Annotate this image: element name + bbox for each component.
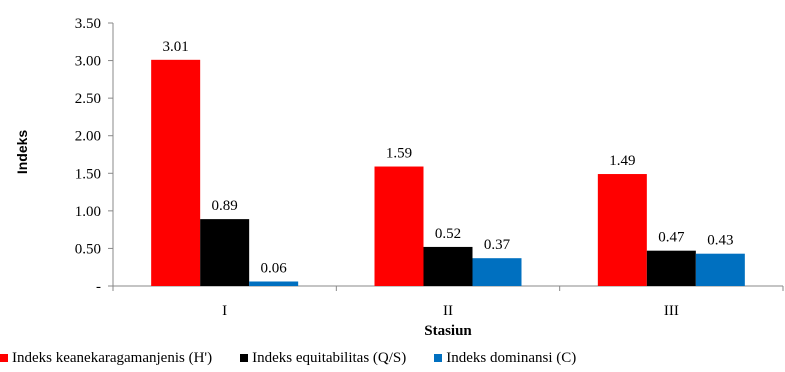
bar: [646, 250, 696, 286]
x-axis-title: Stasiun: [424, 323, 472, 339]
data-label: 0.47: [658, 230, 685, 246]
y-tick-label: 3.00: [75, 54, 101, 70]
data-label: 1.59: [386, 146, 412, 162]
y-tick-label: 3.50: [75, 16, 101, 32]
legend-item: Indeks equitabilitas (Q/S): [240, 350, 406, 367]
bar: [151, 59, 201, 286]
data-label: 0.89: [212, 198, 238, 214]
y-tick-label: -: [96, 279, 101, 295]
data-label: 0.52: [435, 226, 461, 242]
y-tick-label: 1.50: [75, 166, 101, 182]
legend-label: Indeks keanekaragamanjenis (H'): [12, 349, 213, 366]
y-tick-label: 2.50: [75, 91, 101, 107]
y-tick-label: 0.50: [75, 241, 101, 257]
y-tick-label: 1.00: [75, 204, 101, 220]
x-tick-label: I: [222, 303, 227, 319]
bar-chart: Indeks Stasiun - 0.50 1.00 1.50 2.00 2.50 3.00…: [14, 16, 784, 339]
data-label: 0.06: [261, 260, 288, 276]
x-tick-label: II: [443, 303, 453, 319]
legend-item: Indeks dominansi (C): [434, 350, 576, 367]
legend-swatch: [0, 354, 8, 362]
bar: [472, 258, 522, 286]
bar: [249, 281, 299, 286]
bar: [200, 219, 250, 286]
data-label: 1.49: [609, 153, 635, 169]
bar: [695, 253, 745, 286]
y-tick-label: 2.00: [75, 129, 101, 145]
legend-label: Indeks equitabilitas (Q/S): [252, 349, 407, 366]
y-axis-title: Indeks: [14, 130, 30, 175]
x-tick-label: III: [664, 303, 679, 319]
data-label: 3.01: [163, 39, 189, 55]
bar: [423, 246, 473, 286]
data-label: 0.37: [484, 237, 511, 253]
legend-item: Indeks keanekaragamanjenis (H'): [0, 350, 212, 367]
bar: [374, 166, 424, 286]
data-label: 0.43: [707, 233, 733, 249]
bar: [597, 174, 647, 286]
legend-swatch: [240, 354, 249, 362]
legend-label: Indeks dominansi (C): [446, 349, 577, 366]
legend: Indeks keanekaragamanjenis (H') Indeks eq…: [0, 346, 785, 370]
legend-swatch: [434, 354, 443, 362]
